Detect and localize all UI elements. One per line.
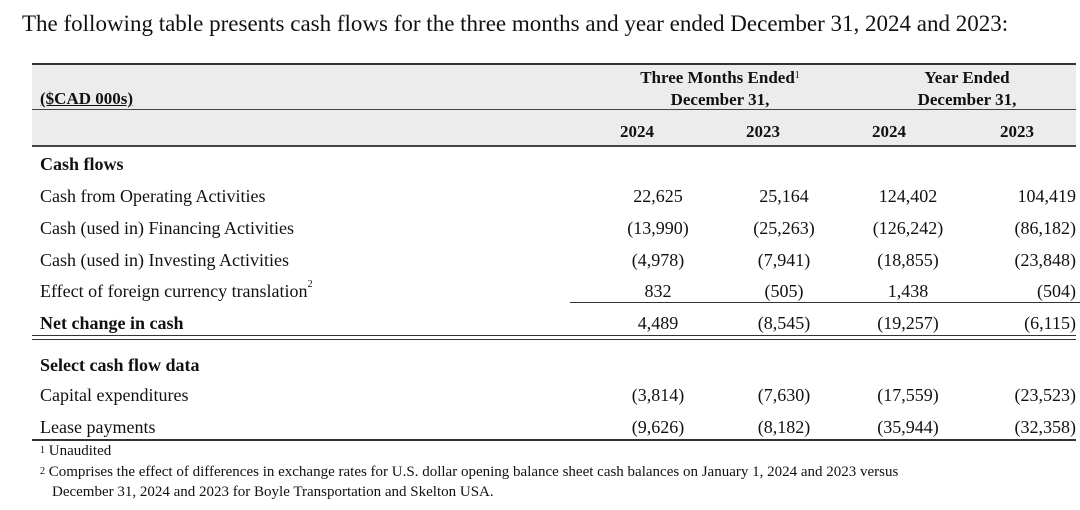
table-row: Effect of foreign currency translation2 … [40, 279, 1076, 301]
footnote-1: 1 Unaudited [40, 443, 112, 459]
year-col-2: 2023 [746, 122, 780, 141]
header-rule [32, 109, 1076, 110]
table-row: Capital expenditures (3,814) (7,630) (17… [40, 385, 1076, 405]
table-header: ($CAD 000s) Three Months Ended1 December… [32, 63, 1076, 147]
table-row: Cash from Operating Activities 22,625 25… [40, 186, 1076, 206]
three-months-header: Three Months Ended1 December 31, [640, 68, 800, 109]
table-bottom-rule [32, 439, 1076, 441]
year-col-3: 2024 [872, 122, 906, 141]
section-heading: Select cash flow data [40, 355, 200, 375]
section-heading: Cash flows [40, 154, 124, 174]
year-col-1: 2024 [620, 122, 654, 141]
footnote-2: 2 Comprises the effect of differences in… [40, 464, 899, 480]
year-col-4: 2023 [1000, 122, 1034, 141]
table-row: Cash (used in) Investing Activities (4,9… [40, 250, 1076, 270]
header-rule [32, 145, 1076, 147]
footnote-2-continued: December 31, 2024 and 2023 for Boyle Tra… [52, 484, 494, 500]
cash-flow-table: ($CAD 000s) Three Months Ended1 December… [32, 63, 1080, 441]
subtotal-rule [570, 302, 1080, 303]
table-row: Cash (used in) Financing Activities (13,… [40, 218, 1076, 238]
total-rule [32, 335, 1076, 340]
table-row-total: Net change in cash 4,489 (8,545) (19,257… [40, 313, 1076, 333]
table-row: Lease payments (9,626) (8,182) (35,944) … [40, 417, 1076, 437]
year-ended-header: Year Ended December 31, [917, 68, 1017, 109]
unit-label: ($CAD 000s) [40, 89, 134, 108]
intro-text: The following table presents cash flows … [22, 11, 1009, 36]
